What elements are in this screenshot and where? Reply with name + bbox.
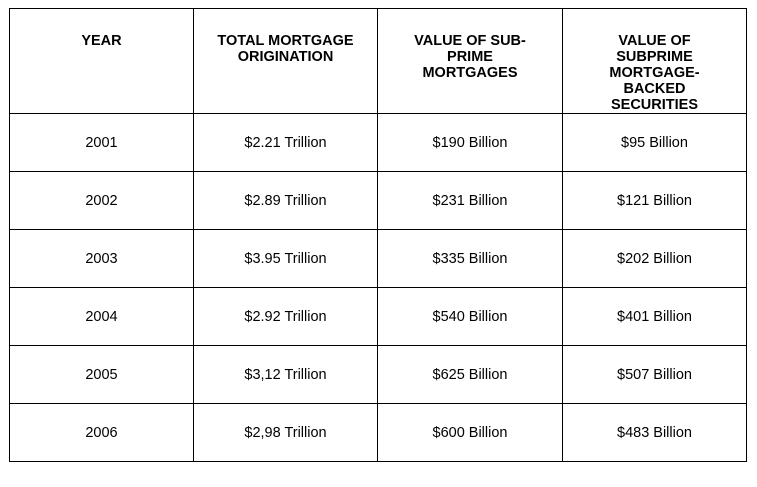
cell-mbs-value: $483 Billion [562, 403, 747, 462]
cell-mbs-value: $121 Billion [562, 171, 747, 230]
cell-subprime-value: $540 Billion [377, 287, 563, 346]
header-value-subprime-mortgages: VALUE OF SUB-PRIME MORTGAGES [377, 8, 563, 114]
cell-mbs-value: $507 Billion [562, 345, 747, 404]
cell-year: 2005 [9, 345, 194, 404]
cell-total-origination: $2,98 Trillion [193, 403, 378, 462]
table-header-row: YEAR TOTAL MORTGAGE ORIGINATION VALUE OF… [9, 8, 747, 114]
table-row: 2001 $2.21 Trillion $190 Billion $95 Bil… [9, 113, 747, 172]
cell-mbs-value: $401 Billion [562, 287, 747, 346]
cell-total-origination: $2.21 Trillion [193, 113, 378, 172]
cell-subprime-value: $190 Billion [377, 113, 563, 172]
cell-total-origination: $3.95 Trillion [193, 229, 378, 288]
table-row: 2006 $2,98 Trillion $600 Billion $483 Bi… [9, 403, 747, 462]
cell-total-origination: $2.92 Trillion [193, 287, 378, 346]
cell-subprime-value: $335 Billion [377, 229, 563, 288]
cell-mbs-value: $95 Billion [562, 113, 747, 172]
mortgage-table: YEAR TOTAL MORTGAGE ORIGINATION VALUE OF… [9, 8, 747, 462]
mortgage-table-container: YEAR TOTAL MORTGAGE ORIGINATION VALUE OF… [9, 8, 747, 462]
cell-year: 2003 [9, 229, 194, 288]
cell-year: 2001 [9, 113, 194, 172]
cell-subprime-value: $231 Billion [377, 171, 563, 230]
cell-subprime-value: $600 Billion [377, 403, 563, 462]
cell-year: 2004 [9, 287, 194, 346]
table-row: 2003 $3.95 Trillion $335 Billion $202 Bi… [9, 229, 747, 288]
table-row: 2004 $2.92 Trillion $540 Billion $401 Bi… [9, 287, 747, 346]
cell-mbs-value: $202 Billion [562, 229, 747, 288]
header-year: YEAR [9, 8, 194, 114]
cell-total-origination: $2.89 Trillion [193, 171, 378, 230]
cell-total-origination: $3,12 Trillion [193, 345, 378, 404]
cell-subprime-value: $625 Billion [377, 345, 563, 404]
table-row: 2005 $3,12 Trillion $625 Billion $507 Bi… [9, 345, 747, 404]
cell-year: 2002 [9, 171, 194, 230]
header-value-subprime-mbs: VALUE OF SUBPRIME MORTGAGE-BACKED SECURI… [562, 8, 747, 114]
header-total-mortgage-origination: TOTAL MORTGAGE ORIGINATION [193, 8, 378, 114]
table-row: 2002 $2.89 Trillion $231 Billion $121 Bi… [9, 171, 747, 230]
cell-year: 2006 [9, 403, 194, 462]
